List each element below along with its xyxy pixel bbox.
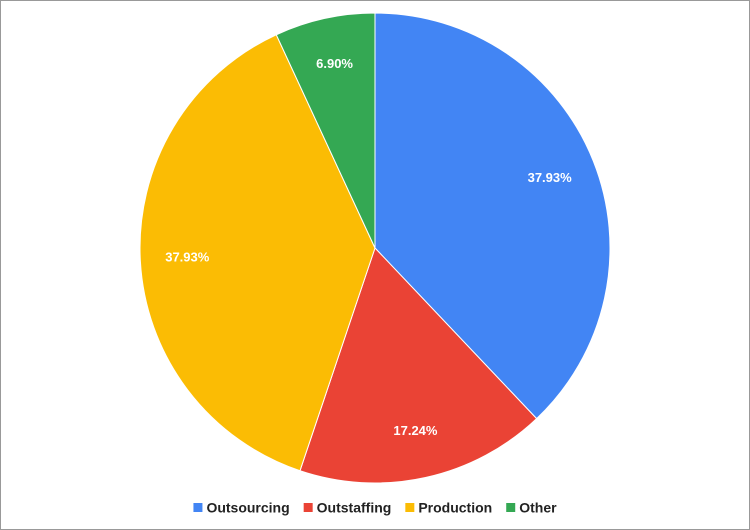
value-label: 17.24% [393, 423, 438, 438]
pie-slice [374, 12, 611, 420]
value-label: 37.93% [165, 250, 210, 265]
legend-swatch [405, 503, 415, 512]
legend-swatch [506, 503, 516, 512]
legend-label: Production [418, 500, 492, 516]
pie-slice [275, 12, 376, 249]
legend-label: Other [519, 500, 557, 516]
value-label: 6.90% [316, 56, 353, 71]
value-label: 37.93% [528, 170, 573, 185]
legend-label: Outsourcing [206, 500, 289, 516]
legend-swatch [193, 503, 203, 512]
legend-label: Outstaffing [317, 500, 392, 516]
pie-slice [139, 34, 376, 472]
legend-swatch [303, 503, 313, 512]
pie-slice [299, 247, 538, 484]
